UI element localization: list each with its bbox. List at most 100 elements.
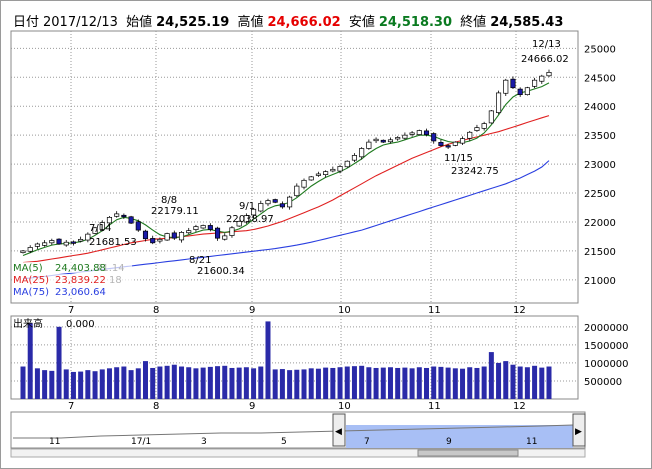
volume-title-value: 0.000 [66,319,95,330]
volume-bar [445,367,451,399]
candle-body [532,79,538,87]
volume-bar [164,365,170,399]
price-annotation-value: 23242.75 [451,166,499,177]
volume-bar [524,367,530,399]
overview-panel: 11 17/1 3 5 7 9 11 ◀ ▶ [10,411,586,458]
volume-bar [287,370,293,399]
volume-bar [157,366,163,399]
volume-bar [373,367,379,399]
legend-bg [12,262,132,273]
volume-bar [171,364,177,399]
candle-body [337,166,343,172]
open-value: 24,525.19 [156,15,230,30]
candle-body [344,160,350,168]
volume-bar [517,366,523,399]
price-header: 日付 2017/12/13 始値 24,525.19 高値 24,666.02 安値 2… [13,11,567,30]
candle-body [85,233,91,241]
volume-bar [366,367,372,399]
volume-bar [323,367,329,399]
volume-bar [222,365,228,399]
candle-body [294,185,300,197]
volume-bar [207,366,213,399]
volume-bar [20,366,26,399]
volume-bar [409,368,415,399]
volume-bar [114,367,120,399]
volume-bar [106,368,112,399]
handle-arrow-icon: ▶ [575,427,582,437]
volume-bar [200,367,206,399]
volume-bar [467,367,473,399]
overview-x-label: 17/1 [131,437,151,447]
overview-right-handle[interactable]: ▶ [572,413,586,447]
price-annotation-date: 7/14 [89,223,111,234]
volume-bar [481,366,487,399]
candle-body [207,225,213,230]
overview-selection [346,425,573,448]
volume-bar [532,365,538,399]
high-value: 24,666.02 [267,15,341,30]
price-x-tick-label: 8 [153,305,159,316]
candle-body [351,155,358,161]
candle-body [373,138,379,142]
overview-x-label: 7 [364,437,370,447]
candle-body [27,247,33,252]
price-annotation-date: 9/1 [239,201,255,212]
candle-body [63,241,69,246]
volume-bar [308,368,314,399]
price-x-tick-label: 7 [68,305,74,316]
open-label: 始値 [126,15,153,30]
price-annotation-value: 22038.97 [226,214,274,225]
candle-body [359,148,365,158]
close-value: 24,585.43 [490,15,564,30]
price-x-tick-label: 11 [428,305,441,316]
price-y-tick-label: 24500 [584,73,616,84]
volume-x-tick-label: 10 [338,401,351,412]
volume-x-tick-label: 8 [153,401,159,412]
legend-label: MA(5) [13,263,43,274]
candle-body [251,208,257,216]
overview-left-handle[interactable]: ◀ [332,413,346,447]
volume-bar [193,368,199,399]
candle-body [438,141,444,146]
volume-bar [92,371,98,399]
volume-bar [251,368,257,399]
candle-body [301,179,307,188]
candle-body [423,130,430,135]
candle-body [200,225,206,229]
volume-bar [387,367,393,399]
volume-bar [49,370,55,399]
volume-bar [344,366,350,399]
legend-value: 24,403.88 [55,263,106,274]
candle-body [20,250,26,254]
candle-body [330,168,336,172]
volume-bar [150,367,156,399]
legend-bg [12,274,132,285]
candle-body [128,216,134,224]
candle-body [510,78,516,89]
low-label: 安値 [348,15,375,30]
overview-scrollbar-thumb[interactable] [417,449,519,457]
candle-body [214,227,221,239]
volume-bar [85,370,91,399]
candle-body [308,176,314,181]
overview-x-label: 11 [526,437,537,447]
volume-bar [395,367,401,399]
volume-bar [272,369,278,399]
price-annotation-date: 11/15 [444,153,473,164]
price-annotation-date: 8/8 [161,195,177,206]
price-y-tick-label: 22000 [584,218,616,229]
candle-body [258,203,264,212]
volume-x-tick-label: 11 [428,401,441,412]
volume-bar [258,366,264,399]
candle-body [402,134,408,139]
volume-y-tick-label: 500000 [584,377,622,388]
candle-body [150,238,156,244]
candle-body [49,240,55,244]
price-annotation-value: 21681.53 [89,237,137,248]
candle-body [121,214,127,218]
legend-label: MA(75) [13,287,49,298]
candle-body [222,235,228,240]
price-y-tick-label: 23000 [584,160,616,171]
candle-body [431,133,437,142]
candle-body [99,222,105,230]
